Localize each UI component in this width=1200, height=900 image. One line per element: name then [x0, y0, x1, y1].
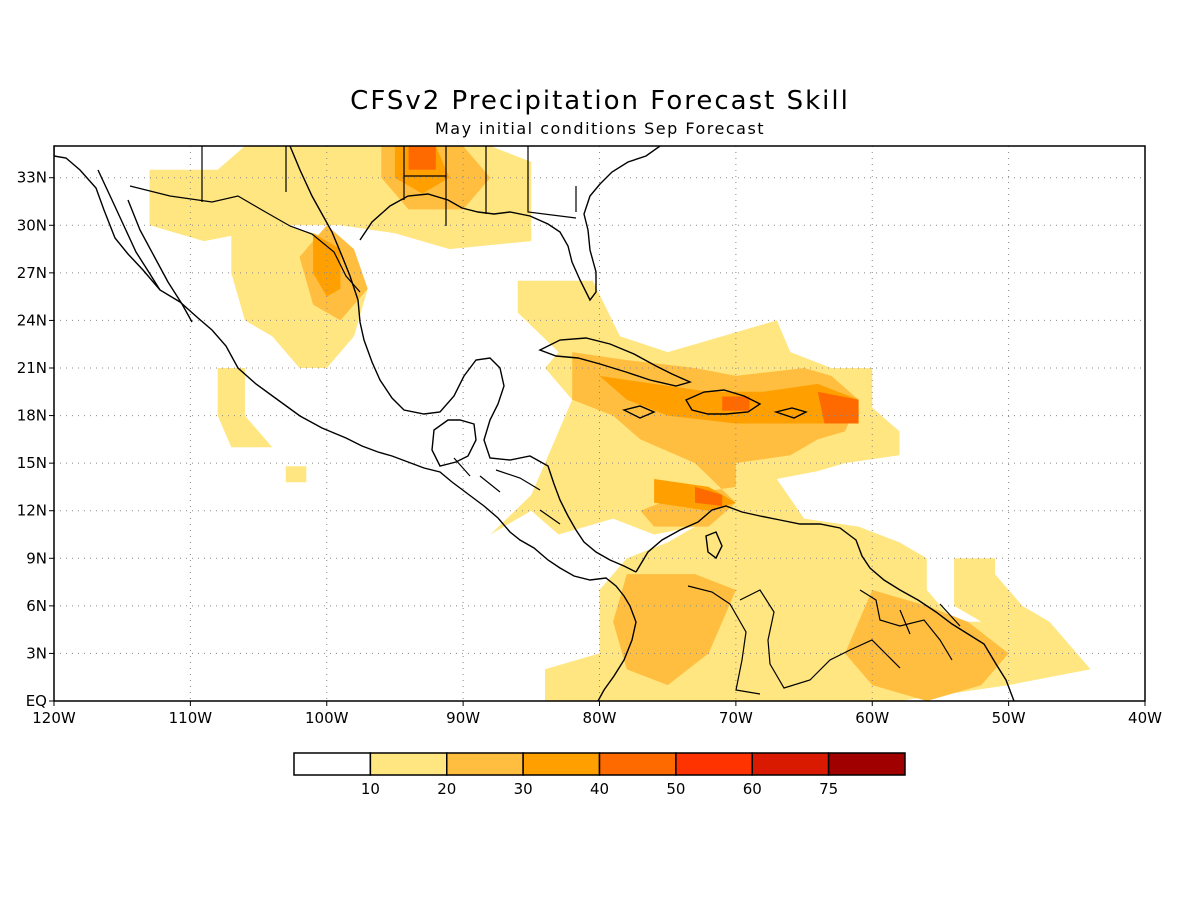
lon-tick-label: 50W: [992, 709, 1026, 727]
lon-tick-label: 90W: [446, 709, 480, 727]
colorbar-label: 10: [361, 780, 380, 798]
lat-tick-label: 27N: [17, 264, 47, 282]
coastlines: [54, 146, 1015, 701]
gridlines: [54, 146, 1145, 701]
lat-tick-label: 15N: [17, 454, 47, 472]
skill-region-3: [217, 368, 273, 448]
lat-tick-label: 12N: [17, 502, 47, 520]
lat-tick-label: 33N: [17, 169, 47, 187]
border-us-states: [201, 146, 577, 226]
colorbar: 10 20 30 40 50 60 75: [293, 752, 906, 798]
border-south-america: [687, 585, 961, 695]
coastline-south-america: [635, 505, 1015, 701]
colorbar-swatch: [675, 752, 753, 776]
lon-tick-label: 120W: [32, 709, 76, 727]
coastline-north-america: [54, 146, 637, 701]
political-borders: [129, 146, 961, 695]
lat-tick-label: 6N: [26, 597, 47, 615]
map-title: CFSv2 Precipitation Forecast Skill: [350, 86, 850, 116]
border-central-america: [453, 457, 561, 525]
lat-tick-label: 24N: [17, 311, 47, 329]
skill-region-12: [313, 233, 341, 297]
colorbar-label: 20: [437, 780, 456, 798]
coastline-jamaica: [621, 405, 656, 419]
map-frame: [53, 145, 1146, 702]
lat-tick-label: 21N: [17, 359, 47, 377]
coastline-gulf-north: [359, 146, 661, 302]
skill-shading: [149, 146, 1091, 701]
lon-tick-label: 60W: [855, 709, 889, 727]
border-us-mexico: [129, 185, 361, 293]
lon-tick-label: 100W: [305, 709, 349, 727]
axis-ticks: 120W 110W 100W 90W 80W 70W 60W 50W 40W EQ 3N 6N 9N 12…: [17, 169, 1162, 727]
lat-tick-label: 18N: [17, 407, 47, 425]
colorbar-swatch: [369, 752, 448, 776]
skill-region-10: [613, 574, 736, 686]
lon-tick-label: 70W: [719, 709, 753, 727]
lat-tick-label: 30N: [17, 216, 47, 234]
colorbar-swatch: [446, 752, 524, 776]
colorbar-label: 50: [666, 780, 685, 798]
colorbar-label: 75: [819, 780, 838, 798]
colorbar-label: 30: [514, 780, 533, 798]
skill-region-16: [817, 391, 859, 424]
coastline-puerto-rico: [773, 407, 808, 419]
colorbar-label: 60: [743, 780, 762, 798]
coastline-baja: [97, 169, 193, 323]
colorbar-swatch: [522, 752, 601, 776]
colorbar-swatch: [293, 752, 372, 776]
lat-tick-label: 3N: [26, 644, 47, 662]
lon-tick-label: 110W: [169, 709, 213, 727]
colorbar-swatch: [751, 752, 830, 776]
colorbar-swatch: [598, 752, 677, 776]
lon-tick-label: 40W: [1128, 709, 1162, 727]
skill-region-4: [285, 466, 307, 483]
coastline-cuba: [538, 337, 693, 387]
skill-region-6: [954, 558, 1091, 670]
coastline-mexico-gulf: [289, 146, 637, 573]
coastline-lake-maracaibo: [705, 531, 723, 560]
skill-region-17: [695, 486, 723, 506]
coastline-yucatan-borders: [431, 419, 477, 467]
skill-region-18: [408, 146, 436, 170]
lon-tick-label: 80W: [583, 709, 617, 727]
skill-region-19: [722, 396, 750, 411]
colorbar-swatch: [827, 752, 906, 776]
coastline-hispaniola: [684, 389, 762, 415]
skill-region-11: [845, 590, 1009, 701]
lat-tick-label: 9N: [26, 549, 47, 567]
map-subtitle: May initial conditions Sep Forecast: [434, 119, 766, 138]
colorbar-label: 40: [590, 780, 609, 798]
lat-tick-label: EQ: [26, 692, 47, 710]
